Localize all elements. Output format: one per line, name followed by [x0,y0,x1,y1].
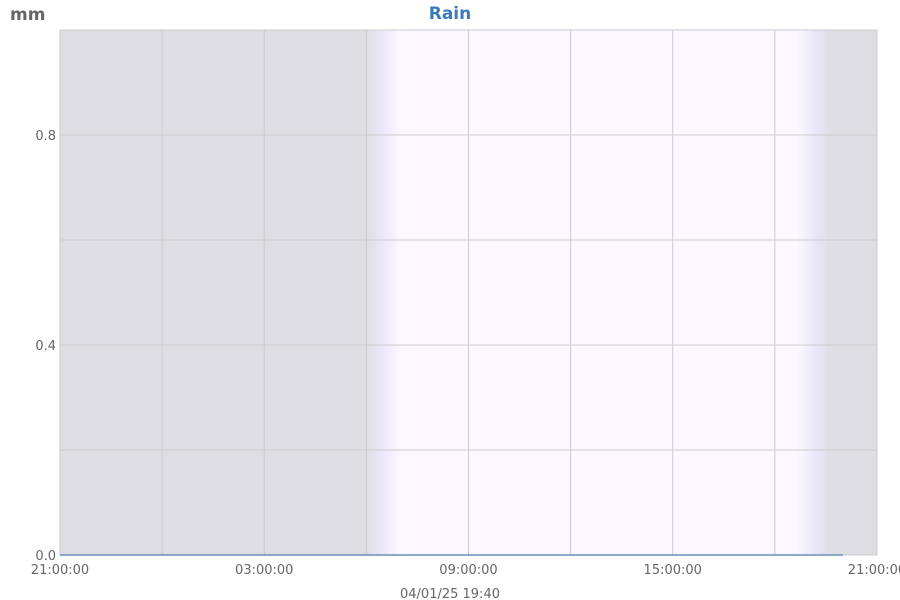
chart-title: Rain [429,4,472,24]
dawn-region [366,30,401,555]
night-region [60,30,367,555]
x-axis-label: 04/01/25 19:40 [400,587,500,600]
y-tick-label: 0.4 [35,339,56,354]
day-region [400,30,798,555]
x-tick-label: 21:00:00 [848,563,900,578]
x-tick-label: 21:00:00 [31,563,89,578]
y-tick-label: 0.0 [35,549,56,564]
night-region [831,30,877,555]
x-tick-label: 15:00:00 [644,563,702,578]
y-tick-label: 0.8 [35,129,56,144]
dusk-region [797,30,832,555]
x-tick-label: 09:00:00 [439,563,497,578]
y-unit-label: mm [10,5,45,25]
x-tick-label: 03:00:00 [235,563,293,578]
